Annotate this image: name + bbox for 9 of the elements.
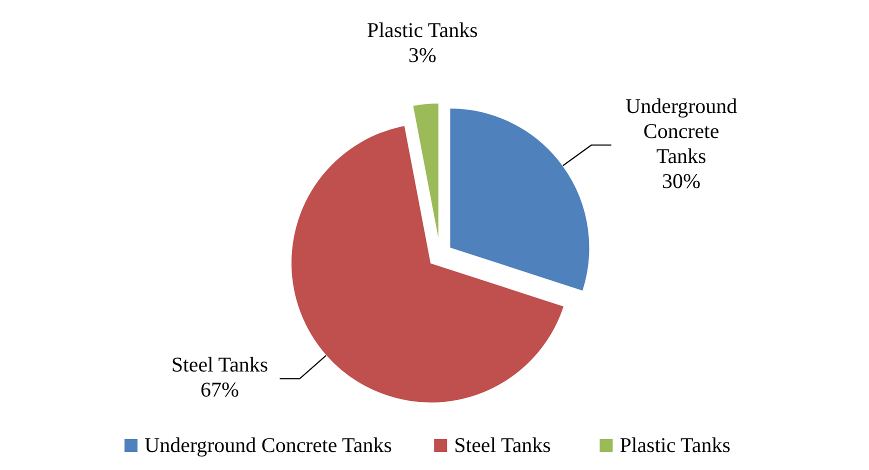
slice-label: Plastic Tanks [367, 18, 478, 42]
legend-label: Underground Concrete Tanks [144, 433, 392, 457]
legend-label: Plastic Tanks [620, 433, 730, 457]
data-label: 3% [408, 42, 436, 67]
slice-label: Steel Tanks [171, 352, 268, 377]
legend-label: Steel Tanks [454, 433, 551, 457]
slice-label: Underground Concrete Tanks [625, 94, 738, 168]
data-label: 30% [662, 169, 701, 194]
data-label: 67% [200, 378, 239, 402]
